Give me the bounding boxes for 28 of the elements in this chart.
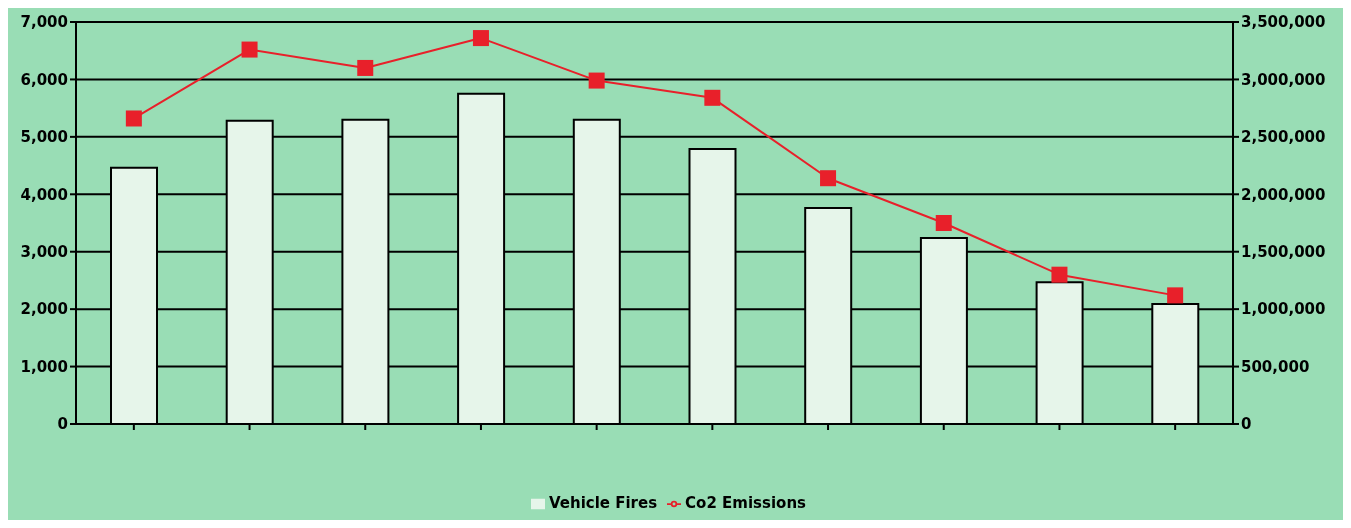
y2-tick-label: 3,000,000	[1241, 70, 1326, 89]
y2-tick-label: 2,000,000	[1241, 185, 1326, 204]
y-tick-label: 6,000	[20, 70, 68, 89]
legend-label: Co2 Emissions	[685, 494, 806, 512]
point	[820, 170, 837, 187]
legend-label: Vehicle Fires	[548, 494, 658, 512]
point	[704, 89, 721, 106]
y-tick-label: 3,000	[20, 243, 68, 262]
point	[241, 41, 258, 58]
y-tick-label: 1,000	[20, 357, 68, 376]
y2-tick-label: 2,500,000	[1241, 128, 1326, 147]
point	[1051, 266, 1068, 283]
y-tick-label: 0	[57, 415, 68, 434]
y2-tick-label: 1,000,000	[1241, 300, 1326, 319]
point	[588, 72, 605, 89]
y-tick-label: 7,000	[20, 13, 68, 32]
y2-tick-label: 3,500,000	[1241, 13, 1326, 32]
y2-tick-label: 1,500,000	[1241, 243, 1326, 262]
point	[935, 215, 952, 231]
point	[357, 59, 374, 76]
y2-tick-label: 500,000	[1241, 357, 1310, 376]
point	[472, 30, 489, 47]
y-tick-label: 2,000	[20, 300, 68, 319]
point	[125, 110, 142, 127]
y-tick-label: 5,000	[20, 128, 68, 147]
y-tick-label: 4,000	[20, 185, 68, 204]
y2-tick-label: 0	[1241, 415, 1252, 434]
point	[1167, 287, 1184, 304]
